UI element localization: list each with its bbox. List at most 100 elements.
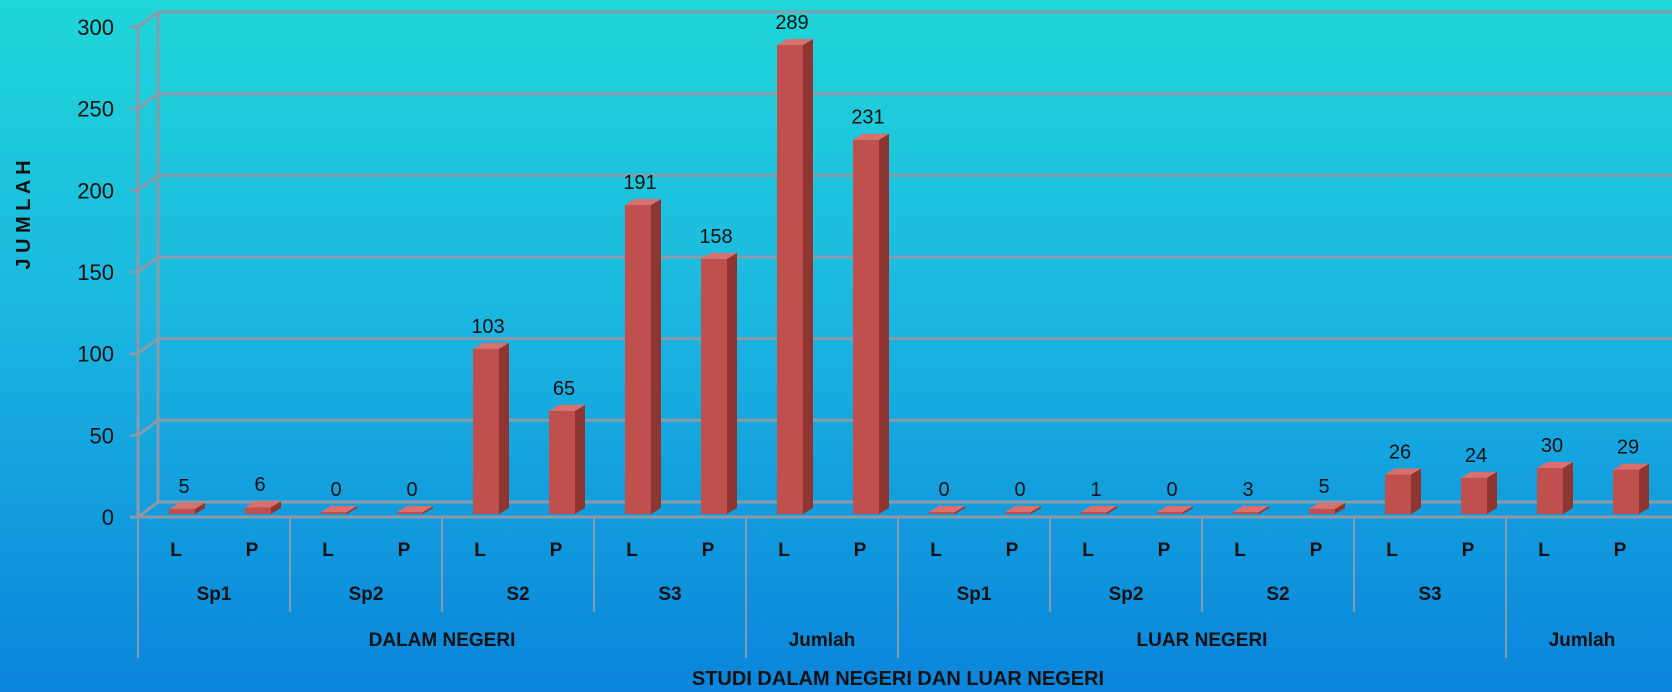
x-supergroup-label: LUAR NEGERI — [1137, 630, 1268, 651]
bar — [777, 38, 813, 514]
gridline-side — [137, 92, 159, 110]
x-supergroup-label: Jumlah — [1549, 630, 1616, 651]
x-category-label: L — [626, 540, 638, 561]
bar-top — [853, 133, 889, 140]
data-label: 30 — [1541, 435, 1563, 457]
bar-side — [1335, 502, 1345, 514]
bar-front — [1005, 512, 1031, 514]
bar-side — [1259, 506, 1269, 514]
data-label: 289 — [775, 12, 808, 34]
bar-side — [879, 133, 889, 514]
bar — [929, 506, 965, 514]
y-tick-label: 50 — [90, 423, 114, 448]
bar-top — [1613, 463, 1649, 470]
bar-top — [701, 252, 737, 259]
bar-front — [1233, 512, 1259, 514]
y-axis-title: J U M L A H — [13, 160, 35, 269]
bar-top — [1537, 462, 1573, 468]
bar — [245, 501, 281, 514]
data-label: 103 — [471, 316, 504, 338]
bar-front — [929, 512, 955, 514]
bar — [853, 133, 889, 514]
data-label: 0 — [330, 479, 341, 501]
bar-front — [549, 410, 575, 514]
y-tick-label: 300 — [77, 15, 114, 40]
x-supergroup-label: DALAM NEGERI — [369, 630, 516, 651]
x-category-label: L — [930, 540, 942, 561]
bar-top — [1157, 506, 1193, 512]
x-group-label: Sp1 — [197, 584, 232, 605]
bar-side — [1563, 462, 1573, 514]
data-label: 5 — [178, 476, 189, 498]
x-category-label: L — [170, 540, 182, 561]
x-category-label: L — [322, 540, 334, 561]
bar-side — [1411, 468, 1421, 514]
y-tick-label: 150 — [77, 260, 114, 285]
x-group-label: Sp2 — [349, 584, 384, 605]
bar-top — [1309, 502, 1345, 509]
gridline-side — [137, 337, 159, 355]
data-label: 231 — [851, 107, 884, 129]
bar-side — [1107, 506, 1117, 514]
bar-front — [169, 508, 195, 514]
bar-top — [1233, 506, 1269, 512]
bar-front — [625, 205, 651, 515]
bar-top — [777, 38, 813, 45]
bar-front — [473, 348, 499, 514]
bar-side — [651, 199, 661, 515]
x-category-label: P — [702, 540, 715, 561]
gridline-side — [137, 419, 159, 437]
bar-front — [397, 512, 423, 514]
bar-top — [321, 506, 357, 512]
bar-front — [1081, 512, 1107, 514]
data-label: 65 — [553, 378, 575, 400]
bar — [397, 506, 433, 514]
x-category-label: P — [1310, 540, 1323, 561]
x-group-label: Sp1 — [957, 584, 992, 605]
grid-lines — [130, 10, 1672, 519]
data-label: 6 — [254, 474, 265, 496]
gridline-side — [137, 500, 159, 519]
x-axis-title: STUDI DALAM NEGERI DAN LUAR NEGERI — [692, 668, 1104, 690]
bar-front — [1385, 474, 1411, 514]
bar-side — [955, 506, 965, 514]
x-category-label: P — [1158, 540, 1171, 561]
bar-front — [1613, 469, 1639, 514]
x-group-label: S3 — [658, 584, 681, 605]
x-category-label: P — [398, 540, 411, 561]
bar-top — [245, 501, 281, 508]
x-category-label: P — [1614, 540, 1627, 561]
bar — [549, 404, 585, 514]
gridline-side — [137, 10, 159, 29]
data-label: 0 — [1014, 479, 1025, 501]
bar — [1537, 462, 1573, 514]
bar-side — [271, 501, 281, 514]
y-axis-ticks: 0 50 100 150 200 250 300 — [77, 15, 114, 530]
data-label: 3 — [1242, 479, 1253, 501]
x-supergroup-label: Jumlah — [789, 630, 856, 651]
bar-front — [321, 512, 347, 514]
x-group-label: S2 — [506, 584, 529, 605]
data-label: 24 — [1465, 445, 1487, 467]
x-category-label: L — [1082, 540, 1094, 561]
data-label: 0 — [938, 479, 949, 501]
bar-front — [777, 44, 803, 514]
bar — [1309, 502, 1345, 514]
data-label: 158 — [699, 226, 732, 248]
bar-front — [1461, 477, 1487, 514]
bar-side — [1639, 463, 1649, 514]
bar-side — [1031, 506, 1041, 514]
x-category-label: L — [1538, 540, 1550, 561]
gridline-side — [137, 174, 159, 192]
bar-front — [245, 507, 271, 514]
bar-side — [347, 506, 357, 514]
x-category-label: L — [474, 540, 486, 561]
x-category-label: P — [1006, 540, 1019, 561]
bar — [701, 252, 737, 514]
bar — [321, 506, 357, 514]
data-label: 1 — [1090, 479, 1101, 501]
bar-side — [1487, 471, 1497, 514]
bar-front — [853, 139, 879, 514]
bar-side — [499, 342, 509, 514]
